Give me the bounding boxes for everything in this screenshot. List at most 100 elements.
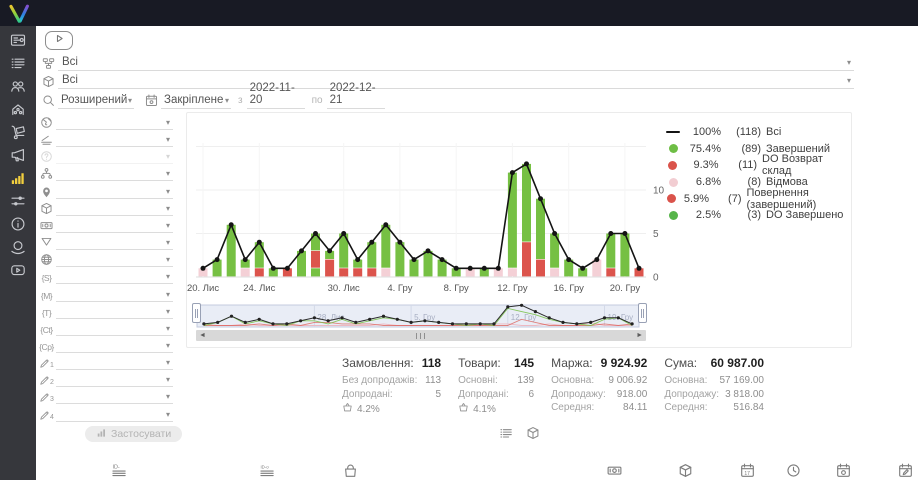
braces-ct-icon: {Ct} — [40, 324, 53, 335]
table-header-date[interactable]: 17 — [740, 463, 755, 480]
earth-icon — [37, 116, 56, 130]
sidebar-item-company[interactable] — [0, 100, 36, 123]
sidebar-item-marketing[interactable] — [0, 146, 36, 169]
chevron-down-icon: ▾ — [165, 203, 170, 213]
scroll-right-arrow-icon[interactable]: ► — [636, 332, 643, 339]
svg-text:16. Гру: 16. Гру — [554, 283, 585, 294]
side-filter-m-select[interactable]: ▾ — [56, 290, 173, 302]
side-filter-ct-select[interactable]: ▾ — [56, 324, 173, 336]
sidebar-item-orders[interactable] — [0, 54, 36, 77]
braces-cp-icon: {Cp} — [39, 341, 54, 352]
side-filter-pencil4-select[interactable]: ▾ — [56, 410, 173, 422]
side-filter-person-pin: ▾ — [37, 182, 173, 199]
dot-marker-icon — [668, 144, 678, 154]
chevron-down-icon: ▾ — [165, 358, 170, 368]
braces-s-icon: {S} — [41, 273, 52, 284]
side-filter-pencil1-select[interactable]: ▾ — [56, 358, 173, 371]
period-type-select[interactable]: Закріплене ▾ — [161, 94, 231, 109]
table-header-alt-id[interactable]: ID-o — [260, 463, 275, 480]
legend-item[interactable]: 2.5% (3) DO Завершено — [665, 207, 851, 224]
sidebar-item-clients[interactable] — [0, 77, 36, 100]
side-filter-globe-select[interactable]: ▾ — [56, 255, 173, 268]
sidebar-item-info[interactable] — [0, 215, 36, 238]
sidebar-item-support[interactable] — [0, 238, 36, 261]
svg-text:8. Гру: 8. Гру — [444, 283, 469, 294]
side-filter-person-pin-select[interactable]: ▾ — [56, 187, 173, 199]
video-help-button[interactable] — [45, 31, 73, 50]
side-filter-package-select[interactable]: ▾ — [56, 204, 173, 216]
trolley-icon — [10, 124, 26, 145]
list-view-button[interactable] — [499, 426, 513, 445]
table-header-product[interactable] — [678, 463, 693, 480]
chevron-down-icon: ▾ — [165, 289, 170, 299]
chevron-down-icon: ▾ — [165, 118, 170, 127]
product-view-button[interactable] — [526, 426, 540, 445]
side-filter-pencil2-select[interactable]: ▾ — [56, 375, 173, 388]
svg-text:20. Лис: 20. Лис — [187, 283, 219, 294]
summary-title: Товари: — [458, 356, 501, 370]
chevron-down-icon: ▾ — [165, 306, 170, 316]
globe-icon — [37, 253, 56, 267]
question-icon — [37, 150, 56, 164]
table-header-time[interactable] — [786, 463, 801, 480]
scroll-left-arrow-icon[interactable]: ◄ — [199, 332, 206, 339]
chevron-down-icon: ▾ — [846, 58, 851, 67]
side-filter-m: {M} ▾ — [37, 285, 173, 302]
side-filter-sitemap-select[interactable]: ▾ — [56, 169, 173, 182]
side-filter-funnel-select[interactable]: ▾ — [56, 238, 173, 251]
svg-text:12. Гру: 12. Гру — [511, 313, 537, 322]
basket-icon — [458, 402, 469, 416]
date-from-field[interactable]: 2022-11-20 — [246, 82, 305, 109]
sidebar-item-supply[interactable] — [0, 123, 36, 146]
legend-item[interactable]: 9.3% (11) DO Возврат склад — [665, 153, 851, 177]
legend-item[interactable]: 5.9% (7) Повернення (завершений) — [665, 187, 851, 211]
table-header-edit-date[interactable] — [898, 463, 913, 480]
sidebar-item-analytics[interactable] — [0, 169, 36, 192]
chart-scrollbar[interactable]: ◄ ► — [196, 330, 646, 341]
dot-marker-icon — [668, 160, 678, 170]
hierarchy-select[interactable]: Всі ▾ — [58, 56, 854, 71]
table-header-payment[interactable] — [607, 463, 622, 480]
date-to-field[interactable]: 2022-12-21 — [326, 82, 385, 109]
funnel-icon — [37, 236, 56, 250]
side-filter-earth-select[interactable]: ▾ — [56, 118, 173, 130]
view-toggle-icons — [499, 426, 540, 445]
side-filter-pencil3-select[interactable]: ▾ — [56, 392, 173, 405]
chevron-down-icon: ▾ — [165, 135, 170, 145]
svg-text:10: 10 — [653, 186, 665, 197]
legend-item[interactable]: 6.8% (8) Відмова — [665, 174, 851, 191]
svg-text:5: 5 — [653, 229, 659, 240]
info-circle-icon — [10, 216, 26, 237]
banknote-icon — [37, 219, 56, 233]
table-header-paid-date[interactable] — [836, 463, 851, 480]
play-icon — [53, 32, 66, 50]
side-filter-question-select[interactable]: ▾ — [56, 152, 173, 165]
search-mode-select[interactable]: Розширений ▾ — [58, 94, 134, 109]
legend-item[interactable]: 100% (118) Всі — [665, 124, 851, 141]
apply-button[interactable]: Застосувати — [85, 426, 183, 442]
sidebar-item-settings[interactable] — [0, 192, 36, 215]
side-filter-s-select[interactable]: ▾ — [56, 272, 173, 285]
side-filter-slope-select[interactable]: ▾ — [56, 135, 173, 148]
brand-logo-icon[interactable] — [7, 2, 31, 24]
table-header-bag[interactable] — [343, 463, 358, 480]
side-filter-cp-select[interactable]: ▾ — [56, 341, 173, 353]
sidebar-item-dashboard[interactable] — [0, 31, 36, 54]
package-select[interactable]: Всі ▾ — [58, 74, 854, 89]
side-filter-globe: ▾ — [37, 250, 173, 268]
summary-value: 118 — [421, 356, 442, 370]
side-filter-banknote-select[interactable]: ▾ — [56, 221, 173, 233]
table-header-order-id[interactable]: ID- — [112, 463, 127, 480]
minimap-left-handle[interactable] — [192, 303, 201, 323]
minimap-right-handle[interactable] — [638, 303, 647, 323]
orders-chart-card: 0 5 10 20. Лис 24. Лис 30. Лис 4. Гру 8. Гру 12.… — [186, 112, 852, 348]
side-filter-banknote: ▾ — [37, 216, 173, 233]
sidebar-item-video[interactable] — [0, 261, 36, 284]
to-label: по — [311, 95, 323, 106]
side-filter-t-select[interactable]: ▾ — [56, 307, 173, 319]
globe-care-icon — [10, 239, 26, 260]
legend-item[interactable]: 75.4% (89) Завершений — [665, 141, 851, 158]
orders-per-day-chart[interactable]: 0 5 10 20. Лис 24. Лис 30. Лис 4. Гру 8. Гру 12.… — [187, 113, 851, 352]
scroll-grip-icon[interactable] — [416, 332, 426, 339]
svg-text:24. Лис: 24. Лис — [243, 283, 275, 294]
